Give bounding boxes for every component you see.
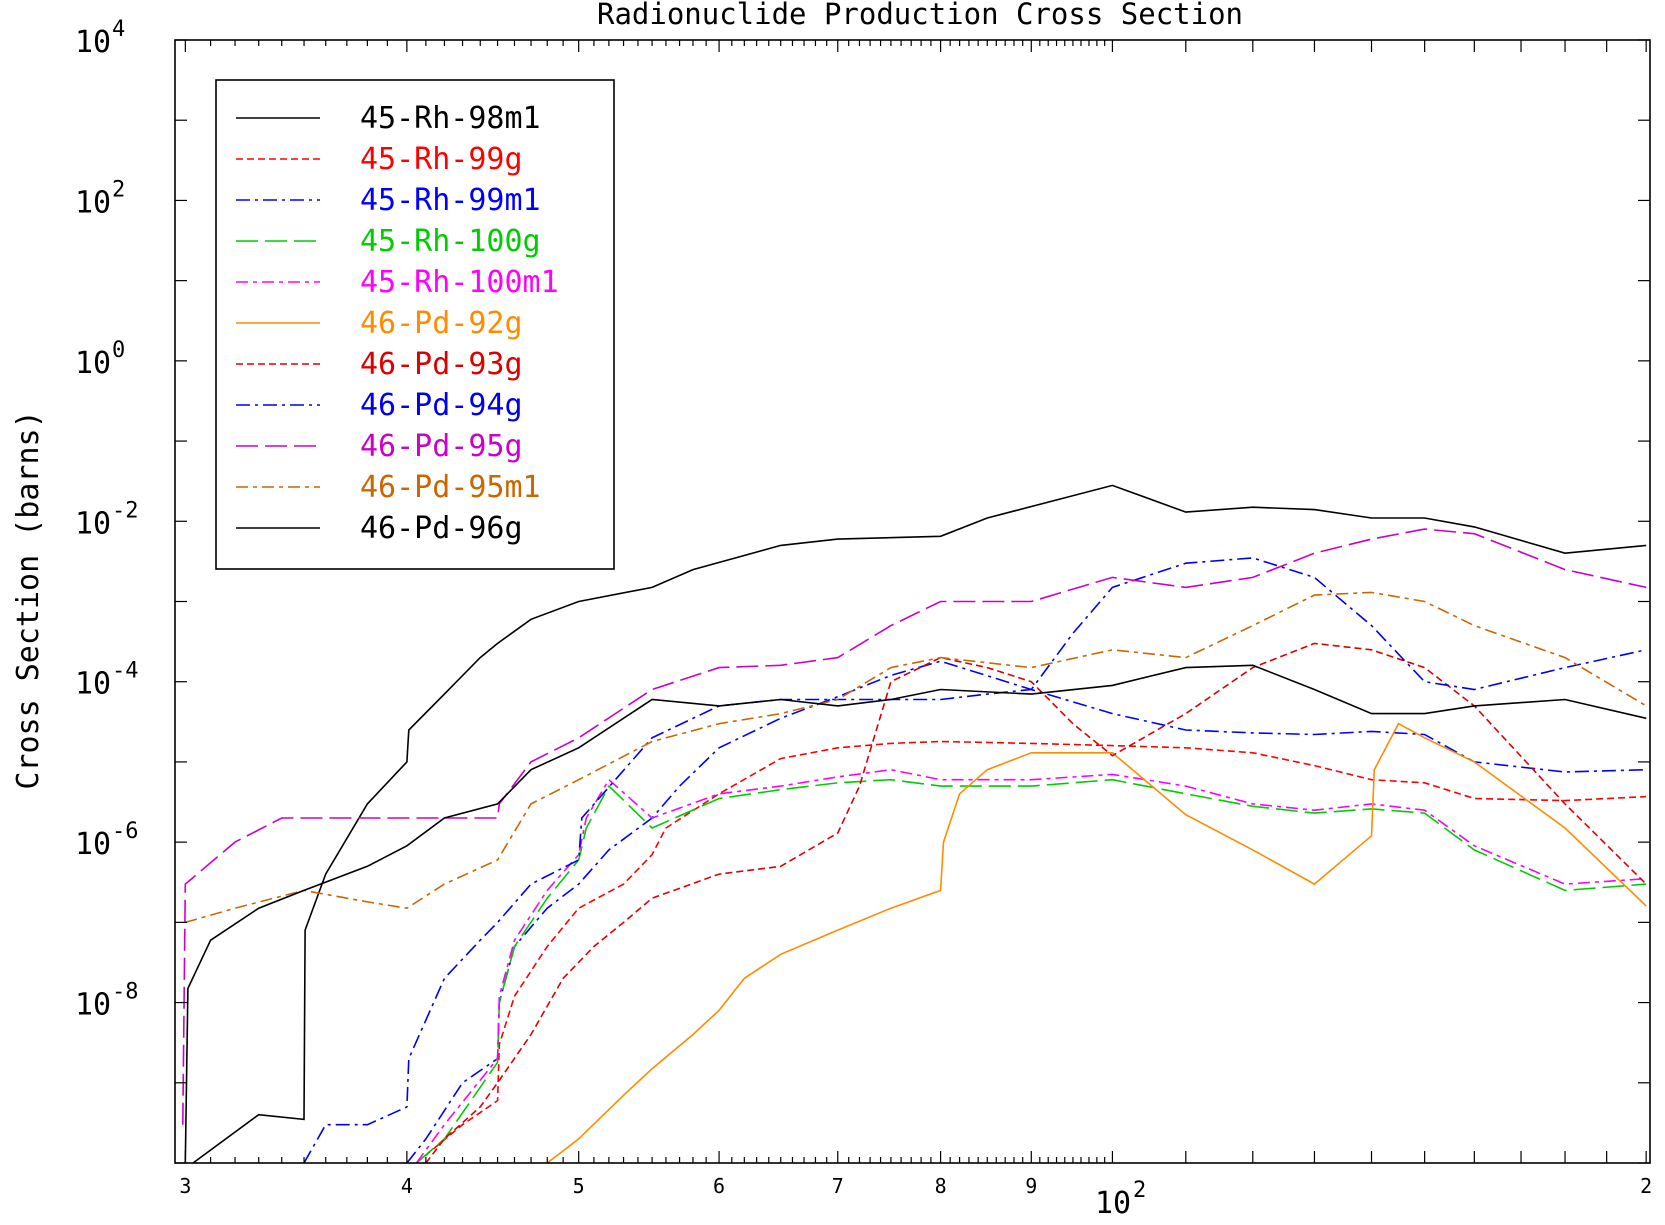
y-tick-label-exponent: -2: [112, 498, 139, 523]
x-tick-label: 5: [573, 1174, 585, 1198]
y-tick-label-base: 10: [75, 25, 111, 60]
legend-label: 46-Pd-92g: [360, 306, 523, 341]
y-tick-label-exponent: -8: [112, 980, 139, 1005]
y-tick-label-base: 10: [75, 506, 111, 541]
chart-title: Radionuclide Production Cross Section: [597, 0, 1243, 31]
legend-label: 46-Pd-94g: [360, 388, 523, 423]
x-multiplier-exponent: 2: [1133, 1178, 1146, 1203]
x-multiplier-base: 10: [1095, 1186, 1131, 1221]
series-line-9: [185, 591, 1647, 924]
legend-label: 46-Pd-96g: [360, 511, 523, 546]
legend-label: 46-Pd-95g: [360, 429, 523, 464]
series-lines: [182, 484, 1647, 1163]
y-tick-label-exponent: -4: [112, 659, 139, 684]
y-tick-label-base: 10: [75, 988, 111, 1023]
series-line-8: [182, 528, 1647, 1125]
y-tick-label-base: 10: [75, 827, 111, 862]
y-tick-label-exponent: 4: [112, 17, 125, 42]
legend: 45-Rh-98m1 45-Rh-99g 45-Rh-99m1 45-Rh-100g 4…: [215, 79, 615, 570]
x-tick-label: 4: [401, 1174, 413, 1198]
x-axis-multiplier: 10 2: [1095, 1178, 1146, 1221]
y-tick-label-exponent: 2: [112, 177, 125, 202]
legend-label: 45-Rh-98m1: [360, 101, 541, 136]
x-axis-ticks: 3 4 5 6 7 8 9 2: [179, 40, 1652, 1198]
y-tick-label-exponent: -6: [112, 819, 139, 844]
legend-label: 45-Rh-99m1: [360, 183, 541, 218]
legend-label: 45-Rh-100m1: [360, 265, 559, 300]
series-line-2: [406, 660, 1647, 1163]
series-line-0: [192, 484, 1647, 1163]
series-line-3: [415, 778, 1647, 1163]
legend-label: 46-Pd-95m1: [360, 470, 541, 505]
y-tick-label-exponent: 0: [112, 338, 125, 363]
x-tick-label: 7: [832, 1174, 844, 1198]
series-line-1: [415, 740, 1647, 1163]
x-tick-label: 6: [713, 1174, 725, 1198]
y-tick-label-base: 10: [75, 346, 111, 381]
series-line-6: [425, 642, 1647, 1163]
x-tick-label: 3: [179, 1174, 191, 1198]
legend-label: 45-Rh-100g: [360, 224, 541, 259]
x-tick-label: 9: [1025, 1174, 1037, 1198]
series-line-5: [546, 722, 1647, 1163]
legend-label: 45-Rh-99g: [360, 142, 523, 177]
x-tick-label: 2: [1640, 1174, 1652, 1198]
legend-label: 46-Pd-93g: [360, 347, 523, 382]
series-line-10: [184, 664, 1647, 1163]
y-tick-label-base: 10: [75, 185, 111, 220]
y-tick-label-base: 10: [75, 667, 111, 702]
y-axis-label: Cross Section (barns): [11, 410, 46, 789]
x-tick-label: 8: [935, 1174, 947, 1198]
series-line-4: [415, 768, 1647, 1163]
